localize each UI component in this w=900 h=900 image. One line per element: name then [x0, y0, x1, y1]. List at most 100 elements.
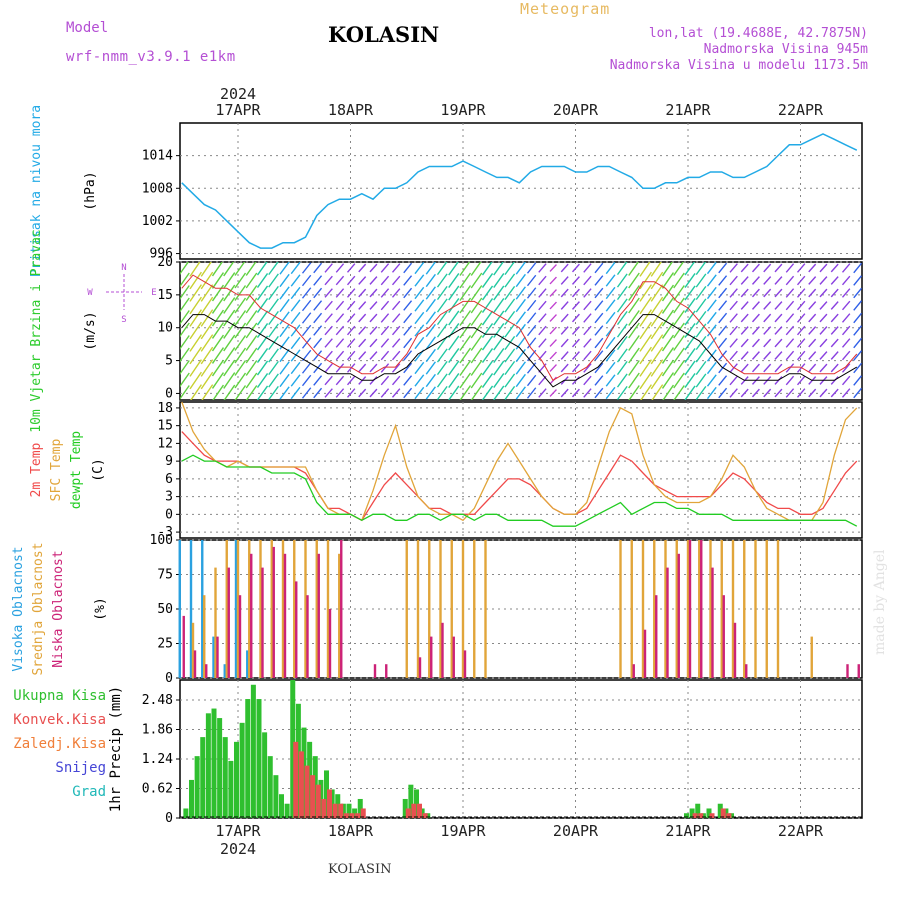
wind-streak: [808, 363, 817, 373]
cloud-bar: [452, 636, 455, 678]
wind-streak: [571, 288, 580, 298]
wind-streak: [189, 321, 202, 340]
date-label-bottom: 18APR: [328, 822, 374, 840]
wind-streak: [324, 338, 333, 348]
wind-streak: [403, 350, 413, 361]
wind-streak: [268, 373, 279, 388]
temp-line: [181, 431, 858, 522]
precip-legend-label: Ukupna Kisa: [13, 688, 106, 704]
cloud-bar: [203, 595, 206, 678]
wind-streak: [200, 284, 214, 302]
wind-streak: [583, 300, 592, 311]
wind-streak: [718, 337, 728, 349]
wind-streak: [324, 288, 333, 298]
wind-streak: [313, 387, 323, 399]
wind-streak: [571, 338, 580, 348]
wind-streak: [594, 300, 604, 311]
wind-streak: [853, 275, 862, 286]
wind-streak: [785, 275, 795, 286]
wind-streak: [774, 351, 783, 360]
wind-streak: [180, 360, 190, 375]
wind-streak: [695, 360, 707, 376]
date-label-bottom: 22APR: [778, 822, 824, 840]
wind-streak: [650, 284, 664, 302]
wind-streak: [234, 335, 247, 351]
wind-streak: [774, 263, 783, 273]
y-tick-label: 0: [165, 386, 173, 401]
wind-streak: [538, 263, 547, 273]
cloud-bar: [430, 636, 433, 678]
pressure-line: [181, 133, 858, 249]
wind-streak: [785, 288, 795, 298]
wind-streak: [234, 262, 246, 276]
wind-unit: (m/s): [83, 311, 98, 350]
wind-streak: [180, 347, 190, 363]
wind-streak: [639, 309, 652, 327]
wind-streak: [729, 288, 738, 298]
wind-streak: [448, 335, 460, 351]
wind-streak: [526, 324, 537, 337]
wind-streak: [245, 262, 257, 276]
wind-streak: [808, 351, 817, 360]
wind-streak: [740, 338, 749, 348]
cloud-bar: [328, 609, 332, 678]
wind-streak: [763, 388, 772, 398]
wind-streak: [470, 335, 483, 351]
wind-streak: [223, 384, 236, 400]
wind-streak: [189, 271, 202, 290]
y-tick-label: 0: [165, 671, 173, 686]
cloud-bar: [189, 540, 193, 678]
precip-bar: [200, 737, 206, 818]
wind-streak: [414, 336, 425, 350]
wind-streak: [245, 372, 258, 389]
precip-bar: [717, 803, 723, 818]
wind-streak: [504, 262, 516, 276]
wind-streak: [324, 375, 333, 386]
cloud-bar: [632, 664, 635, 678]
wind-streak: [436, 335, 448, 351]
y-tick-label: 996: [150, 247, 173, 262]
wind-streak: [673, 372, 685, 389]
wind-streak: [369, 388, 378, 398]
wind-streak: [661, 284, 675, 302]
wind-streak: [853, 375, 862, 386]
wind-streak: [313, 262, 323, 274]
wind-streak: [515, 298, 526, 313]
wind-streak: [425, 298, 436, 313]
wind-streak: [751, 301, 760, 310]
cloud-bar: [250, 553, 253, 678]
precip-bar: [262, 732, 268, 818]
wind-streak: [571, 388, 580, 398]
y-tick-label: 15: [157, 419, 173, 434]
wind-streak: [425, 273, 436, 288]
wind-streak: [481, 385, 494, 400]
precip-bar: [411, 803, 417, 818]
wind-streak: [740, 363, 749, 373]
wind-streak: [549, 289, 557, 297]
wind-streak: [493, 335, 505, 351]
precip-bar: [315, 784, 321, 818]
wind-streak: [358, 363, 367, 373]
precip-bar: [324, 770, 329, 818]
wind-streak: [313, 325, 323, 336]
wind-streak: [200, 271, 214, 290]
precip-bar: [709, 813, 715, 818]
wind-streak: [515, 311, 526, 325]
wind-streak: [695, 348, 707, 363]
wind-streak: [425, 386, 436, 400]
cloud-bar: [461, 540, 465, 678]
wind-streak: [256, 273, 269, 288]
wind-streak: [538, 288, 547, 298]
wind-streak: [526, 362, 537, 374]
y-tick-label: 10: [157, 321, 173, 336]
wind-streak: [673, 322, 685, 339]
wind-streak: [211, 262, 223, 277]
cloud-bar: [259, 540, 262, 678]
wind-streak: [425, 286, 436, 300]
wind-streak: [268, 360, 279, 376]
wind-streak: [200, 346, 214, 365]
wind-streak: [515, 286, 526, 300]
precip-bar: [234, 741, 239, 818]
wind-streak: [346, 313, 356, 323]
wind-streak: [346, 338, 356, 348]
